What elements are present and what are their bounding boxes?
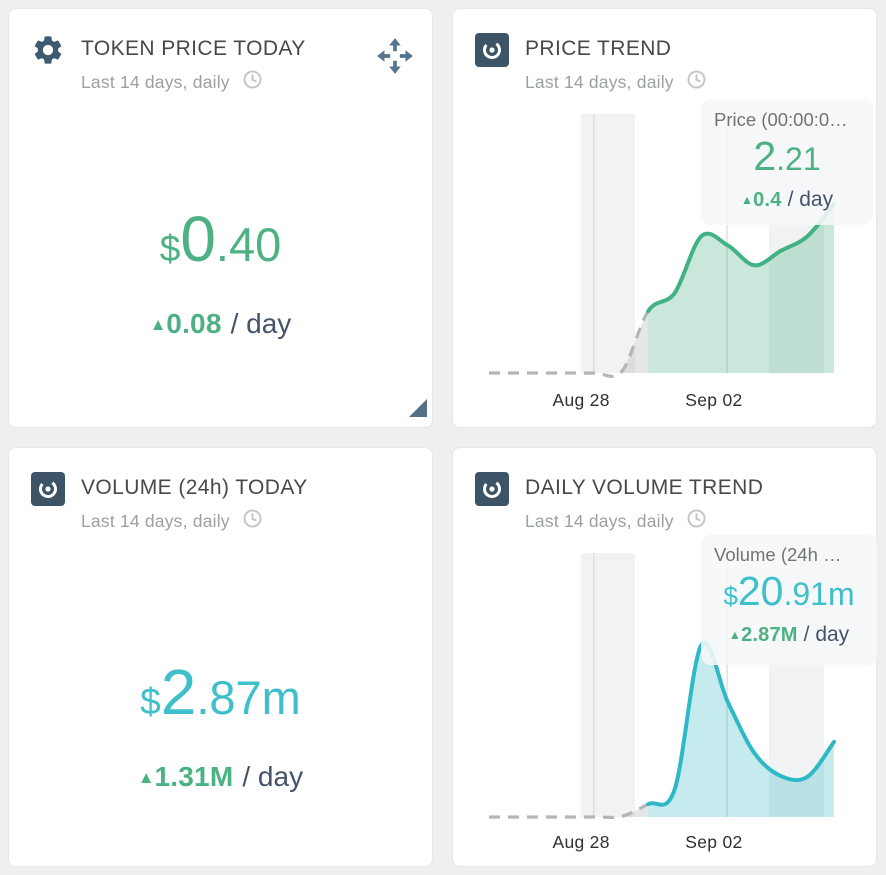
token-price-delta: ▲0.08/ day [149, 308, 292, 339]
card-subtitle: Last 14 days, daily [525, 71, 674, 92]
card-header: TOKEN PRICE TODAY Last 14 days, daily [31, 33, 416, 94]
card-header: VOLUME (24h) TODAY Last 14 days, daily [31, 472, 416, 533]
clock-icon [687, 509, 706, 533]
card-title: VOLUME (24h) TODAY [81, 476, 308, 499]
rise-fill [621, 804, 649, 817]
rise-fill [621, 311, 649, 373]
tooltip-label: Volume (24h … [714, 544, 842, 565]
resize-handle-icon[interactable] [409, 399, 427, 422]
up-arrow-icon: ▲ [149, 315, 167, 334]
area-fill [648, 204, 834, 373]
weekend-band [581, 553, 635, 817]
widget-logo-icon [31, 472, 65, 506]
up-arrow-icon: ▲ [740, 193, 754, 207]
card-title: PRICE TREND [525, 37, 672, 60]
card-title: DAILY VOLUME TREND [525, 476, 764, 499]
volume-tooltip: Volume (24h … $20.91m ▲2.87M / day [701, 534, 877, 665]
widget-logo-icon [475, 33, 509, 67]
tooltip-delta: ▲0.4/ day [740, 188, 834, 211]
currency-symbol: $ [140, 681, 161, 722]
card-subtitle: Last 14 days, daily [525, 510, 674, 531]
token-price-value-block: $0.40 ▲0.08/ day [9, 197, 432, 347]
trend-line [646, 640, 836, 807]
clock-icon [687, 70, 706, 94]
trend-line [646, 202, 836, 314]
card-volume-today: VOLUME (24h) TODAY Last 14 days, daily $… [8, 447, 433, 867]
up-arrow-icon: ▲ [137, 768, 155, 787]
tooltip-value: $20.91m [723, 568, 855, 614]
widget-logo-icon [475, 472, 509, 506]
volume-delta: ▲1.31M / day [137, 761, 304, 792]
dashed-baseline [489, 310, 650, 379]
clock-icon [243, 70, 262, 94]
x-tick-label: Sep 02 [685, 390, 742, 410]
card-title: TOKEN PRICE TODAY [81, 37, 306, 60]
card-daily-volume-trend: DAILY VOLUME TREND Last 14 days, daily A… [452, 447, 877, 867]
volume-value: $2.87m [140, 656, 301, 728]
tooltip-value: 2.21 [753, 133, 821, 179]
card-header: PRICE TREND Last 14 days, daily [475, 33, 860, 94]
weekend-band [581, 114, 635, 373]
gear-icon[interactable] [31, 33, 65, 67]
x-tick-label: Sep 02 [685, 832, 742, 852]
token-price-value: $0.40 [159, 203, 282, 275]
volume-value-block: $2.87m ▲1.31M / day [9, 650, 432, 800]
clock-icon [243, 509, 262, 533]
card-header: DAILY VOLUME TREND Last 14 days, daily [475, 472, 860, 533]
move-icon[interactable] [374, 35, 416, 82]
dashed-baseline [489, 802, 649, 820]
card-token-price-today: TOKEN PRICE TODAY Last 14 days, daily [8, 8, 433, 428]
tooltip-delta: ▲2.87M / day [728, 623, 850, 646]
price-tooltip: Price (00:00:0… 2.21 ▲0.4/ day [701, 99, 873, 225]
x-tick-label: Aug 28 [552, 832, 609, 852]
up-arrow-icon: ▲ [728, 628, 742, 642]
card-price-trend: PRICE TREND Last 14 days, daily Aug 28 Se… [452, 8, 877, 428]
card-subtitle: Last 14 days, daily [81, 71, 230, 92]
x-tick-label: Aug 28 [552, 390, 609, 410]
currency-symbol: $ [159, 228, 181, 269]
tooltip-label: Price (00:00:0… [714, 109, 848, 130]
card-subtitle: Last 14 days, daily [81, 510, 230, 531]
currency-symbol: $ [723, 581, 738, 611]
